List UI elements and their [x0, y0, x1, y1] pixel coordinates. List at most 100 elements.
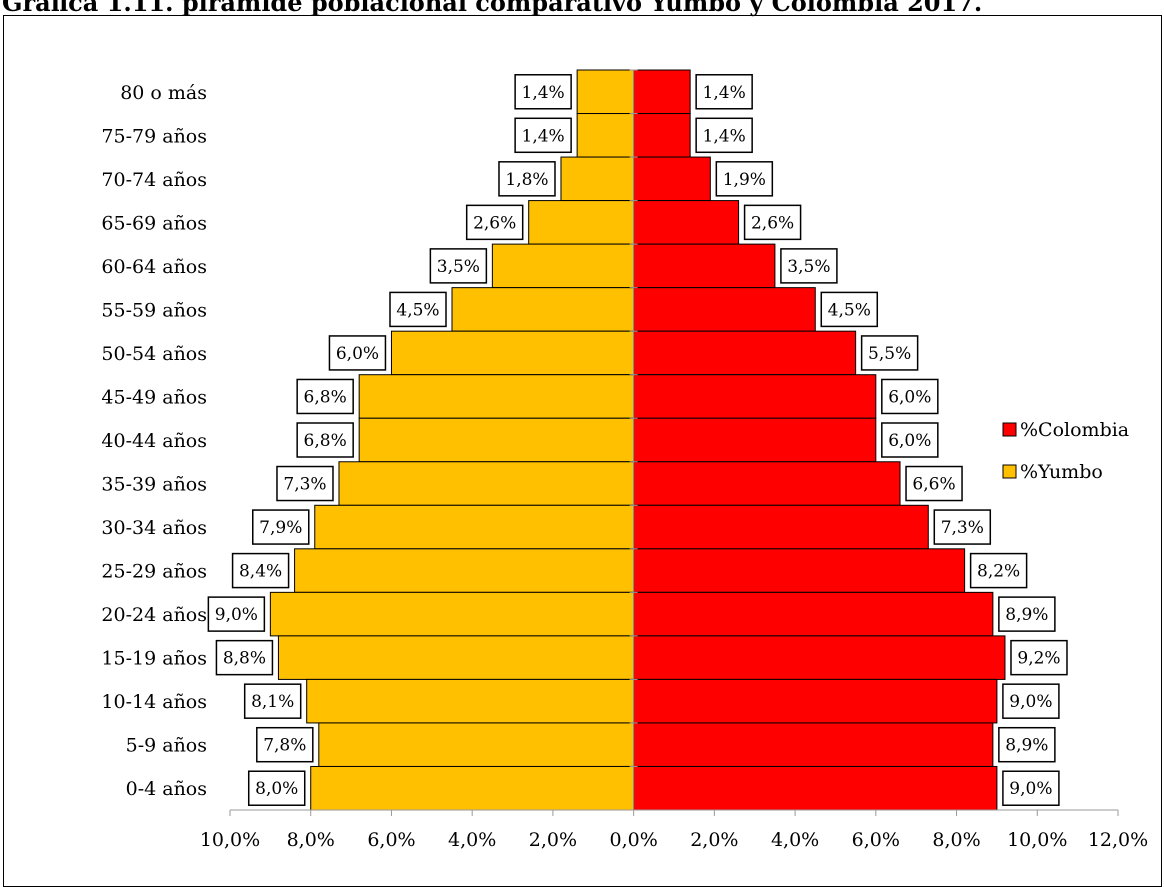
data-label-yumbo: 2,6% — [473, 213, 516, 233]
category-label: 35-39 años — [101, 474, 207, 496]
data-label-yumbo: 8,8% — [223, 649, 266, 669]
data-label-box — [998, 596, 1056, 632]
data-label-box — [969, 552, 1028, 589]
data-label-box — [695, 74, 753, 110]
bar-yumbo — [277, 635, 635, 680]
bar-yumbo — [269, 591, 635, 637]
bar-colombia — [633, 765, 998, 811]
data-label-colombia: 8,9% — [1005, 605, 1048, 625]
bar-colombia — [633, 504, 929, 550]
data-label-yumbo: 1,4% — [522, 126, 565, 146]
legend: %Colombia %Yumbo — [1002, 419, 1129, 483]
bar-yumbo — [576, 69, 635, 115]
bar-yumbo — [358, 374, 635, 419]
bar-yumbo — [491, 243, 635, 289]
data-labels: 1,4% 1,4% 1,4% 1,4% 1,8% 1,9% 2,6% 2,6% 3,5% 3,5%… — [207, 74, 1068, 806]
data-label-box — [1010, 639, 1068, 676]
data-label-colombia: 8,2% — [977, 562, 1020, 582]
category-label: 60-64 años — [101, 256, 207, 278]
data-label-box — [243, 683, 302, 719]
category-label: 30-34 años — [101, 517, 207, 539]
bar-yumbo — [560, 156, 635, 202]
bar-colombia — [633, 243, 776, 289]
bar-yumbo — [358, 417, 635, 463]
x-tick-label: 4,0% — [771, 829, 819, 851]
data-label-colombia: 6,0% — [888, 387, 931, 407]
category-label: 15-19 años — [101, 648, 207, 670]
data-label-box — [820, 291, 879, 328]
data-label-box — [881, 378, 939, 415]
data-label-box — [252, 509, 310, 545]
data-label-box — [1002, 770, 1060, 806]
bar-colombia — [633, 635, 1006, 680]
data-label-box — [296, 378, 354, 415]
bar-yumbo — [390, 330, 635, 376]
bar-yumbo — [528, 200, 635, 245]
bar-yumbo — [314, 504, 635, 550]
data-label-box — [695, 117, 753, 154]
data-label-colombia: 3,5% — [787, 257, 830, 277]
x-tick-label: 2,0% — [529, 829, 577, 851]
bar-colombia — [633, 591, 994, 637]
x-tick-label: 0,0% — [609, 829, 657, 851]
data-label-yumbo: 1,8% — [505, 170, 548, 190]
bar-colombia — [633, 722, 994, 767]
category-label: 10-14 años — [101, 691, 207, 713]
data-label-box — [465, 204, 524, 241]
data-label-box — [215, 639, 274, 676]
data-label-box — [276, 465, 334, 502]
data-label-yumbo: 8,4% — [239, 562, 282, 582]
bar-colombia — [633, 156, 711, 202]
x-tick-label: 8,0% — [287, 829, 335, 851]
data-label-colombia: 6,0% — [888, 431, 931, 451]
data-label-box — [933, 509, 992, 545]
data-label-box — [860, 335, 919, 371]
data-label-yumbo: 6,0% — [336, 344, 379, 364]
bar-colombia — [633, 200, 740, 245]
bar-colombia — [633, 548, 966, 593]
x-tick-label: 4,0% — [448, 829, 496, 851]
data-label-colombia: 8,9% — [1005, 736, 1048, 756]
category-label: 75-79 años — [101, 125, 207, 147]
bar-colombia — [633, 287, 816, 332]
data-label-colombia: 1,4% — [703, 126, 746, 146]
data-label-yumbo: 1,4% — [522, 83, 565, 103]
data-label-colombia: 9,0% — [1009, 692, 1052, 712]
legend-label: %Colombia — [1020, 419, 1129, 441]
data-label-box — [743, 204, 802, 241]
x-tick-label: 10,0% — [1007, 829, 1067, 851]
bar-colombia — [633, 330, 857, 376]
data-label-colombia: 9,2% — [1017, 649, 1060, 669]
legend-swatch — [1002, 422, 1017, 437]
data-label-box — [514, 74, 572, 110]
category-label: 25-29 años — [101, 561, 207, 583]
category-label: 65-69 años — [101, 212, 207, 234]
data-label-box — [1002, 683, 1060, 719]
bar-colombia — [633, 69, 691, 115]
category-label: 40-44 años — [101, 430, 207, 452]
x-tick-label: 6,0% — [852, 829, 900, 851]
bar-yumbo — [576, 113, 635, 158]
data-label-box — [231, 552, 290, 589]
bar-yumbo — [306, 678, 635, 724]
bar-yumbo — [294, 548, 635, 593]
bar-colombia — [633, 461, 901, 506]
data-label-box — [296, 422, 354, 458]
bar-colombia — [633, 113, 691, 158]
chart-title: Gráfica 1.11. pirámide poblacional compa… — [2, 0, 983, 17]
data-label-box — [715, 161, 774, 197]
x-tick-label: 2,0% — [690, 829, 738, 851]
data-label-box — [881, 422, 939, 458]
bar-yumbo — [318, 722, 635, 767]
data-label-yumbo: 8,0% — [255, 779, 298, 799]
data-label-box — [389, 291, 447, 328]
bar-colombia — [633, 374, 877, 419]
category-label: 0-4 años — [126, 778, 207, 800]
x-tick-label: 10,0% — [200, 829, 260, 851]
data-label-box — [905, 465, 963, 502]
data-label-box — [498, 161, 556, 197]
bar-yumbo — [338, 461, 635, 506]
data-label-colombia: 9,0% — [1009, 779, 1052, 799]
data-label-yumbo: 8,1% — [251, 692, 294, 712]
